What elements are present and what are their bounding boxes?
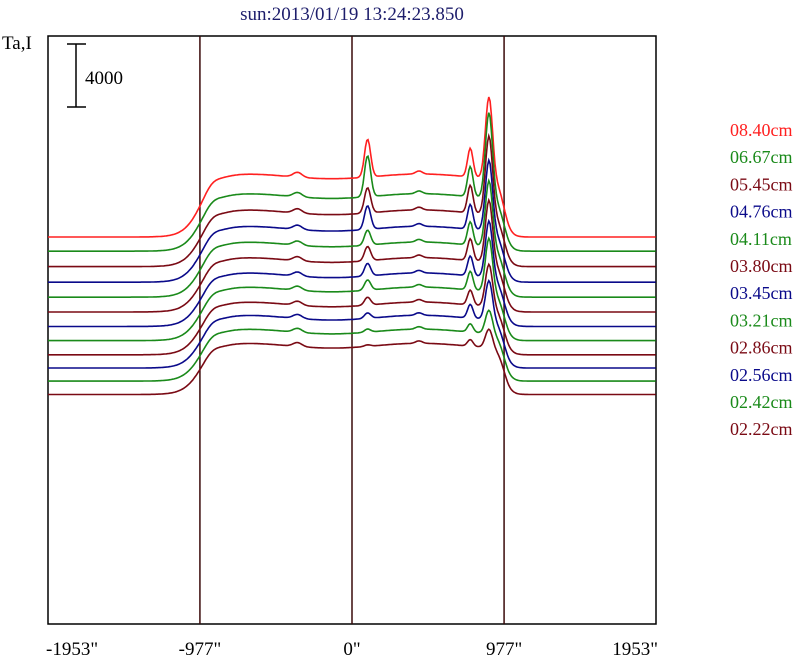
legend-entry: 02.42cm <box>730 392 793 412</box>
series-line-02.22cm <box>48 328 656 396</box>
x-tick-label: 977" <box>486 639 522 660</box>
scale-bar: 4000 <box>67 43 123 108</box>
series-line-03.80cm <box>48 197 656 313</box>
series-line-08.40cm <box>48 96 656 238</box>
series-line-04.11cm <box>48 178 656 298</box>
legend-entry: 02.56cm <box>730 365 793 385</box>
chart-title: sun:2013/01/19 13:24:23.850 <box>240 4 464 25</box>
series-line-02.56cm <box>48 278 656 369</box>
legend-entry: 05.45cm <box>730 174 793 194</box>
legend-entry: 03.80cm <box>730 256 793 276</box>
series-line-06.67cm <box>48 112 656 252</box>
series-line-05.45cm <box>48 132 656 268</box>
legend-entry: 04.11cm <box>730 229 792 249</box>
legend: 08.40cm 06.67cm 05.45cm 04.76cm 04.11cm 03.80… <box>730 120 793 439</box>
series-layer <box>48 96 656 396</box>
legend-entry: 02.22cm <box>730 419 793 439</box>
series-line-03.21cm <box>48 236 656 342</box>
series-line-03.45cm <box>48 218 656 328</box>
y-axis-label: Ta,I <box>2 33 32 54</box>
legend-entry: 03.21cm <box>730 310 793 330</box>
series-line-02.86cm <box>48 262 656 356</box>
x-tick-labels: -1953" -977" 0" 977" 1953" <box>46 639 658 660</box>
series-line-02.42cm <box>48 309 656 382</box>
x-tick-label: 0" <box>343 639 360 660</box>
legend-entry: 08.40cm <box>730 120 793 140</box>
x-tick-label: 1953" <box>612 639 658 660</box>
series-line-04.76cm <box>48 157 656 283</box>
legend-entry: 02.86cm <box>730 338 793 358</box>
x-tick-label: -977" <box>179 639 222 660</box>
scale-bar-label: 4000 <box>85 68 123 89</box>
legend-entry: 03.45cm <box>730 283 793 303</box>
x-tick-label: -1953" <box>46 639 98 660</box>
legend-entry: 06.67cm <box>730 147 793 167</box>
legend-entry: 04.76cm <box>730 202 793 222</box>
